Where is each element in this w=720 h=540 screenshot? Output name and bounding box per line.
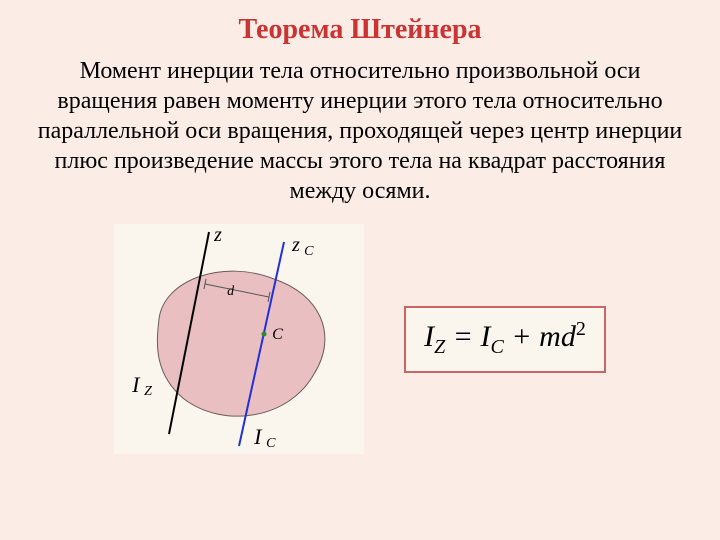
f-C: C [491, 336, 504, 358]
label-d: d [227, 284, 234, 300]
f-Z: Z [434, 336, 445, 358]
f-m: m [539, 320, 561, 353]
label-ICs: C [266, 436, 275, 452]
steiner-diagram: z z C d C I Z I C [114, 224, 364, 454]
diagram-svg [114, 224, 364, 454]
formula-box: IZ = IC + md2 [404, 306, 606, 373]
label-C: C [272, 326, 283, 344]
slide-title: Теорема Штейнера [30, 14, 690, 46]
label-zc-sub: C [304, 244, 313, 260]
label-z: z [214, 224, 222, 247]
f-d: d [561, 320, 576, 353]
theorem-text: Момент инерции тела относительно произво… [36, 56, 684, 206]
f-I1: I [424, 320, 434, 353]
f-I2: I [481, 320, 491, 353]
label-IZ: I [132, 372, 139, 398]
figure-row: z z C d C I Z I C IZ = IC + md2 [30, 224, 690, 454]
body-blob [158, 271, 325, 416]
f-plus: + [504, 320, 539, 353]
label-IZs: Z [144, 384, 152, 400]
f-2: 2 [576, 318, 586, 340]
slide: Теорема Штейнера Момент инерции тела отн… [0, 0, 720, 540]
c-point [262, 332, 267, 337]
label-zc: z [292, 234, 300, 257]
f-eq: = [445, 320, 480, 353]
label-IC: I [254, 424, 261, 450]
